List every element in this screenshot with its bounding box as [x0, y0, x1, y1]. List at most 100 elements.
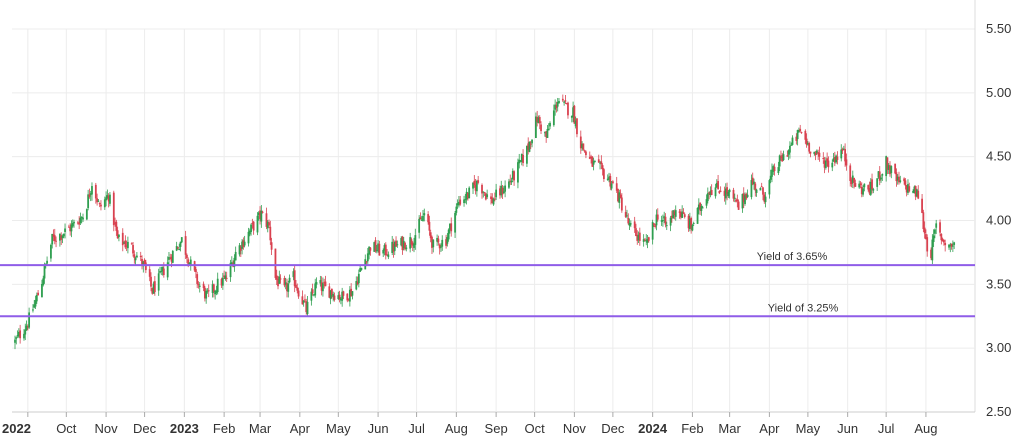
candle-down: [823, 160, 826, 168]
candle-up: [913, 186, 916, 193]
candle-down: [53, 235, 56, 242]
candle-down: [261, 211, 264, 213]
candle-up: [229, 262, 232, 278]
x-tick-label: May: [326, 421, 351, 436]
candle-down: [736, 199, 739, 202]
candle-down: [600, 161, 603, 165]
candle-up: [447, 229, 450, 240]
candle-down: [150, 276, 152, 287]
candle-down: [19, 330, 22, 339]
candle-down: [597, 159, 600, 163]
candle-down: [710, 189, 713, 195]
candle-down: [795, 136, 798, 141]
candle-down: [223, 275, 226, 277]
x-tick-label: Apr: [759, 421, 780, 436]
x-tick-label: Jun: [368, 421, 389, 436]
candle-down: [203, 287, 206, 299]
candle-down: [170, 256, 173, 262]
x-tick-label: Feb: [213, 421, 235, 436]
candle-down: [78, 222, 81, 225]
candle-down: [153, 281, 156, 293]
candle-up: [402, 240, 405, 248]
candle-up: [534, 116, 537, 139]
candle-down: [868, 187, 871, 194]
candle-up: [42, 278, 45, 286]
candle-down: [679, 212, 682, 218]
candle-up: [508, 181, 510, 188]
candle-up: [241, 241, 243, 249]
candle-up: [824, 160, 827, 168]
candle-down: [445, 239, 447, 246]
candle-up: [46, 260, 48, 264]
candle-down: [808, 143, 811, 152]
candle-down: [588, 156, 591, 159]
candle-up: [33, 304, 36, 308]
candle-up: [423, 213, 426, 216]
candle-down: [474, 184, 477, 191]
x-tick-label: May: [796, 421, 821, 436]
candle-down: [338, 294, 341, 300]
candle-down: [682, 212, 685, 214]
candle-up: [396, 244, 399, 246]
candle-down: [717, 181, 719, 190]
candle-up: [64, 228, 66, 232]
candle-down: [590, 156, 592, 159]
candle-down: [529, 143, 532, 145]
candle-up: [697, 204, 700, 209]
candle-up: [368, 246, 371, 255]
candle-up: [243, 241, 246, 246]
candle-down: [94, 184, 97, 199]
candle-up: [292, 271, 295, 278]
candle-down: [699, 202, 702, 211]
candle-down: [52, 234, 55, 237]
candle-up: [935, 223, 938, 228]
candle-up: [646, 239, 649, 243]
candle-down: [609, 175, 612, 187]
candle-down: [124, 240, 127, 248]
candle-down: [762, 187, 764, 195]
candle-up: [377, 243, 379, 251]
x-tick-label: Jun: [837, 421, 858, 436]
candle-up: [23, 333, 25, 339]
candle-down: [602, 169, 605, 180]
candle-up: [764, 196, 767, 203]
x-tick-label: Nov: [95, 421, 119, 436]
candle-down: [845, 159, 848, 166]
candle-up: [70, 224, 73, 232]
yield-reference-lines: Yield of 3.65% Yield of 3.25%: [0, 251, 975, 318]
candle-up: [455, 206, 458, 213]
candle-up: [662, 219, 664, 221]
candle-down: [499, 188, 501, 196]
candle-up: [500, 185, 503, 196]
candle-down: [296, 287, 299, 291]
candle-up: [526, 145, 528, 164]
candle-up: [82, 217, 84, 220]
candle-down: [112, 192, 115, 226]
candle-down: [225, 277, 228, 279]
candle-up: [778, 155, 781, 167]
candle-down: [437, 238, 440, 243]
candle-down: [187, 259, 190, 265]
candle-up: [724, 188, 727, 199]
candle-down: [894, 163, 897, 174]
candle-down: [242, 240, 245, 247]
candle-up: [629, 223, 632, 225]
candle-down: [886, 157, 889, 170]
candle-down: [392, 243, 395, 252]
candle-down: [493, 198, 496, 200]
candle-down: [356, 281, 359, 285]
candle-down: [781, 155, 784, 162]
candle-up: [382, 250, 385, 254]
candle-down: [473, 180, 476, 186]
candle-up: [142, 261, 145, 267]
y-tick-label: 3.50: [986, 276, 1011, 291]
candle-down: [305, 301, 308, 313]
candle-up: [517, 162, 519, 183]
candle-up: [322, 283, 324, 292]
candle-down: [76, 222, 79, 224]
candle-up: [432, 239, 435, 248]
candle-up: [71, 223, 74, 227]
candle-down: [908, 186, 911, 192]
candle-up: [563, 101, 566, 103]
candle-down: [718, 191, 721, 194]
